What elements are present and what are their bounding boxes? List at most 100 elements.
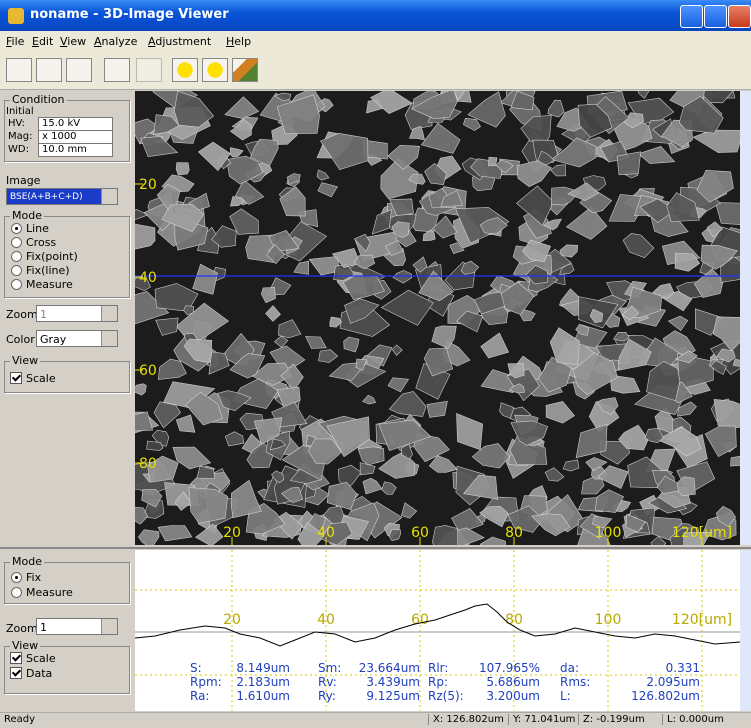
field-value: x 1000 — [38, 130, 113, 144]
radio-option[interactable]: Fix — [26, 571, 41, 584]
toolbar — [0, 51, 751, 90]
x-scale-label: 60 — [411, 525, 429, 541]
menu-item[interactable]: File — [6, 35, 24, 48]
minimize-button[interactable] — [680, 5, 703, 28]
color-combo[interactable]: Gray — [36, 330, 118, 347]
menu-item[interactable]: View — [60, 35, 86, 48]
field-label: WD: — [8, 144, 29, 155]
app-icon — [8, 8, 24, 24]
new-button[interactable] — [6, 58, 32, 82]
status-field: Y: 71.041um — [508, 714, 575, 725]
x-scale-label: 20 — [223, 525, 241, 541]
graph-scrollbar[interactable] — [740, 550, 751, 711]
radio-option[interactable]: Cross — [26, 236, 56, 249]
radio-option[interactable]: Measure — [26, 278, 73, 291]
group-title: Condition — [10, 93, 67, 106]
close-button[interactable] — [728, 5, 751, 28]
status-field: Z: -0.199um — [578, 714, 645, 725]
tool-b-button[interactable] — [202, 58, 228, 82]
field-label: HV: — [8, 118, 25, 129]
sem-image: 20406080100120[um]20406080 — [135, 91, 740, 545]
profile-zoom-combo[interactable]: 1 — [36, 618, 118, 635]
page: {"window": {"title": "noname - 3D-Image … — [0, 0, 751, 727]
stat-value: 2.095um — [646, 675, 700, 689]
stat-label: L: — [560, 689, 571, 703]
stat-value: 126.802um — [631, 689, 700, 703]
stat-label: Rv: — [318, 675, 337, 689]
menu-item[interactable]: Adjustment — [148, 35, 211, 48]
app-window: noname - 3D-Image Viewer File Edit View Ana… — [0, 0, 751, 727]
stat-label: Sm: — [318, 661, 341, 675]
stat-label: Rlr: — [428, 661, 448, 675]
y-scale-label: 80 — [139, 456, 157, 472]
stat-label: S: — [190, 661, 202, 675]
stat-label: Rz(5): — [428, 689, 464, 703]
graph-scale-label: 20 — [223, 612, 241, 628]
stat-value: 3.439um — [366, 675, 420, 689]
maximize-button[interactable] — [704, 5, 727, 28]
stat-label: Ry: — [318, 689, 336, 703]
open-button[interactable] — [36, 58, 62, 82]
x-scale-label: 80 — [505, 525, 523, 541]
profile-graph: 20406080100120[um] S:8.149umSm:23.664umR… — [135, 550, 740, 711]
graph-scale-label: 80 — [505, 612, 523, 628]
menu-item[interactable]: Help — [226, 35, 251, 48]
x-scale-label: 40 — [317, 525, 335, 541]
zoom-combo: 1 — [36, 305, 118, 322]
stat-value: 5.686um — [486, 675, 540, 689]
checkbox-option[interactable]: Data — [26, 667, 52, 680]
status-text: Ready — [4, 714, 35, 725]
stat-value: 0.331 — [666, 661, 700, 675]
group-title: View — [10, 639, 40, 652]
x-scale-label: 100 — [595, 525, 622, 541]
radio-option[interactable]: Line — [26, 222, 49, 235]
stat-value: 23.664um — [359, 661, 420, 675]
graph-scale-label: 100 — [595, 612, 622, 628]
menu-item[interactable]: Edit — [32, 35, 53, 48]
radio-option[interactable]: Fix(point) — [26, 250, 78, 263]
image-label: Image — [6, 174, 40, 187]
y-scale-label: 60 — [139, 363, 157, 379]
stat-label: da: — [560, 661, 579, 675]
stat-value: 1.610um — [236, 689, 290, 703]
splitter — [0, 547, 751, 549]
checkbox-option[interactable]: Scale — [26, 652, 56, 665]
stat-value: 3.200um — [486, 689, 540, 703]
y-scale-label: 20 — [139, 177, 157, 193]
3d-button[interactable] — [232, 58, 258, 82]
tool-a-button[interactable] — [172, 58, 198, 82]
stat-value: 9.125um — [366, 689, 420, 703]
menu-item[interactable]: Analyze — [94, 35, 137, 48]
zoom-label: Zoom — [6, 622, 38, 635]
radio-option[interactable]: Fix(line) — [26, 264, 70, 277]
save-button[interactable] — [66, 58, 92, 82]
grain — [488, 157, 497, 166]
title-bar: noname - 3D-Image Viewer — [0, 0, 751, 31]
status-bar: Ready X: 126.802um Y: 71.041umZ: -0.199um… — [0, 712, 751, 728]
stat-value: 107.965% — [479, 661, 540, 675]
stat-label: Rpm: — [190, 675, 222, 689]
disabled-button — [136, 58, 162, 82]
status-field: L: 0.000um — [662, 714, 724, 725]
stat-label: Ra: — [190, 689, 209, 703]
print-button[interactable] — [104, 58, 130, 82]
menu-bar: File Edit View Analyze Adjustment Help — [0, 31, 751, 51]
group-title: Mode — [10, 209, 44, 222]
field-label: Mag: — [8, 131, 32, 142]
vertical-scrollbar[interactable] — [740, 91, 751, 545]
grain — [714, 399, 740, 427]
field-value: 10.0 mm — [38, 143, 113, 157]
grain — [432, 525, 458, 545]
graph-scale-label: 120[um] — [672, 612, 732, 628]
group-title: View — [10, 354, 40, 367]
grain — [176, 163, 189, 176]
checkbox-option[interactable]: Scale — [26, 372, 56, 385]
group-title: Mode — [10, 555, 44, 568]
graph-scale-label: 60 — [411, 612, 429, 628]
stat-value: 8.149um — [236, 661, 290, 675]
field-value: 15.0 kV — [38, 117, 113, 131]
radio-option[interactable]: Measure — [26, 586, 73, 599]
color-label: Color — [6, 333, 35, 346]
status-field: X: 126.802um — [428, 714, 504, 725]
image-combo[interactable]: BSE(A+B+C+D) — [6, 188, 118, 205]
